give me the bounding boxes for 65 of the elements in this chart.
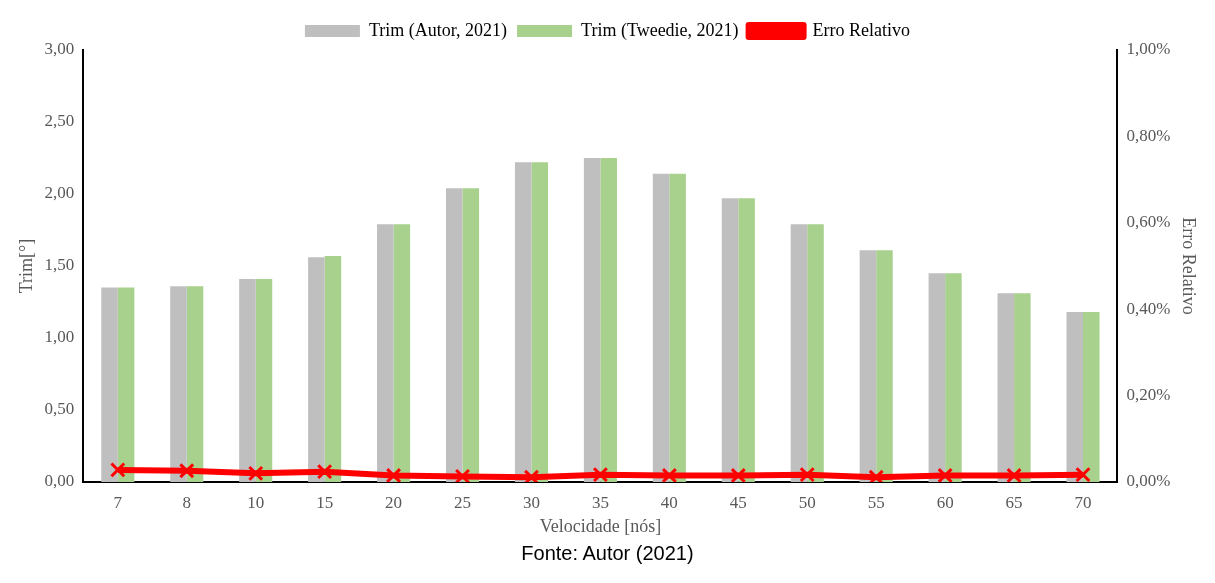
y-tick-label: 0,50 [44, 399, 75, 419]
bar [669, 173, 686, 482]
bar [1014, 293, 1031, 482]
legend-label: Trim (Tweedie, 2021) [581, 19, 739, 41]
source-note: Fonte: Autor (2021) [520, 542, 695, 565]
x-tick-label: 70 [1074, 492, 1092, 512]
y2-tick-label: 0,20% [1126, 385, 1171, 405]
x-tick-label: 25 [454, 492, 472, 512]
x-tick-label: 10 [247, 492, 265, 512]
y-tick-label: 0,00 [44, 471, 75, 491]
bar [514, 162, 532, 482]
x-tick-label: 20 [385, 492, 403, 512]
bar [583, 158, 601, 482]
bar [531, 162, 549, 482]
bar [239, 278, 256, 482]
x-tick-label: 50 [798, 492, 816, 512]
x-tick-label: 7 [113, 492, 123, 512]
bar [652, 173, 670, 482]
bar [859, 250, 877, 482]
bar [186, 286, 204, 482]
y-tick-label: 2,50 [44, 111, 75, 131]
bar [721, 198, 739, 482]
bar [377, 224, 394, 482]
bar [945, 273, 962, 482]
y-tick-label: 2,00 [44, 183, 75, 203]
x-tick-label: 65 [1005, 492, 1023, 512]
bar [928, 273, 946, 482]
y2-tick-label: 1,00% [1126, 39, 1171, 59]
bar [876, 250, 893, 482]
x-tick-label: 40 [660, 492, 678, 512]
bar [807, 224, 824, 482]
x-axis-title: Velocidade [nós] [539, 515, 662, 536]
legend-label: Trim (Autor, 2021) [368, 19, 508, 41]
y-axis-title: Trim[°] [15, 238, 36, 294]
bar [308, 257, 325, 482]
legend-label: Erro Relativo [812, 19, 911, 40]
y-tick-label: 1,00 [44, 327, 75, 347]
x-tick-label: 55 [867, 492, 885, 512]
y2-tick-label: 0,60% [1126, 212, 1171, 232]
x-tick-label: 35 [591, 492, 609, 512]
bar [117, 287, 135, 482]
bar [1066, 312, 1084, 482]
bar [393, 224, 411, 482]
bar [255, 278, 273, 482]
x-tick-label: 60 [936, 492, 954, 512]
x-tick-label: 15 [316, 492, 334, 512]
bar [600, 158, 617, 482]
x-tick-label: 8 [182, 492, 192, 512]
y2-tick-label: 0,40% [1126, 298, 1171, 318]
y2-axis-title: Erro Relativo [1179, 217, 1200, 315]
bar [1083, 312, 1100, 482]
bar [462, 188, 480, 482]
y2-tick-label: 0,00% [1126, 471, 1171, 491]
bar [324, 255, 342, 482]
bar [170, 286, 187, 482]
y-tick-label: 3,00 [44, 39, 75, 59]
bar [790, 224, 808, 482]
bar [997, 293, 1015, 482]
bar [101, 287, 118, 482]
x-tick-label: 45 [729, 492, 747, 512]
x-tick-label: 30 [522, 492, 540, 512]
bar [445, 188, 463, 482]
y-tick-label: 1,50 [44, 255, 75, 275]
y2-tick-label: 0,80% [1126, 125, 1171, 145]
bar [738, 198, 755, 482]
